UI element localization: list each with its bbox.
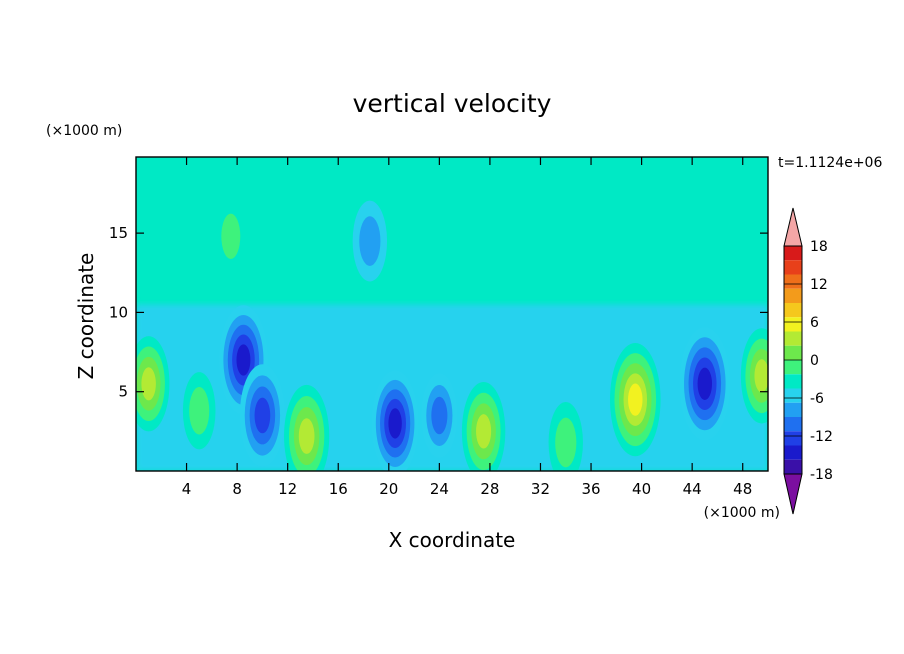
field-cell-downdraft [352,200,388,282]
colorbar-tick-label: -6 [810,391,824,407]
colorbar-swatch [784,303,802,318]
colorbar-tick-label: 18 [810,239,828,255]
field-contour [189,386,210,435]
y-tick-label: 15 [109,224,128,242]
field-contour [754,359,768,393]
field-contour [221,213,241,259]
x-axis-label: X coordinate [389,528,516,552]
colorbar-tick-label: -18 [810,467,833,483]
x-tick-label: 48 [733,480,752,498]
x-tick-label: 40 [632,480,651,498]
colorbar-tick-label: -12 [810,429,833,445]
colorbar-min-arrow [783,473,803,515]
time-label: t=1.1124e+06 [778,155,882,171]
x-axis-unit: (×1000 m) [704,505,780,521]
x-tick-label: 44 [683,480,702,498]
chart-title: vertical velocity [353,89,552,118]
colorbar-swatch [784,374,802,389]
x-tick-label: 16 [329,480,348,498]
field-cell-updraft [215,199,247,274]
colorbar-max-arrow [783,207,803,247]
field-contour [697,367,713,400]
y-axis-label: Z coordinate [74,253,98,380]
y-tick-label: 10 [109,303,128,321]
colorbar-swatch [784,288,802,303]
colorbar-swatch [784,345,802,360]
x-tick-label: 12 [278,480,297,498]
field-cell-downdraft [421,373,458,458]
field-contour [254,397,271,434]
field-cell-updraft [136,336,170,432]
colorbar-swatch [784,402,802,417]
x-tick-label: 8 [232,480,242,498]
colorbar-swatch [784,360,802,375]
field-contour [388,408,402,439]
colorbar-swatch [784,445,802,460]
field-contour [431,396,448,435]
field-contour [141,367,156,401]
field-cell-downdraft [239,364,285,467]
field-cell-updraft [548,402,583,471]
y-tick-label: 5 [118,383,128,401]
field-contour [298,418,315,454]
field-cell-updraft [461,381,506,471]
colorbar-swatch [784,246,802,261]
colorbar-swatch [784,260,802,275]
field-cell-downdraft [679,327,731,441]
colorbar-swatch [784,274,802,289]
field-cell-updraft [182,372,216,450]
colorbar-tick-label: 0 [810,353,819,369]
field-cell-updraft [609,343,661,457]
field-cell-updraft [740,328,768,424]
colorbar: 18 12 6 0 -6 -12 -18 [783,207,833,515]
field-contour [359,216,381,266]
colorbar-tick-label: 6 [810,315,819,331]
colorbar-swatch [784,459,802,474]
field-cell-updraft [284,384,330,471]
field-contour [476,414,492,449]
x-tick-label: 4 [182,480,192,498]
colorbar-tick-label: 12 [810,277,828,293]
x-tick-label: 20 [379,480,398,498]
field-contour [236,344,251,376]
velocity-field [136,157,768,471]
y-axis-unit: (×1000 m) [46,123,122,139]
field-contour [555,417,577,468]
colorbar-swatch [784,417,802,432]
colorbar-swatch [784,431,802,446]
x-tick-label: 28 [480,480,499,498]
field-contour [628,383,643,416]
x-tick-label: 36 [581,480,600,498]
colorbar-swatch [784,388,802,403]
field-cell-downdraft [371,370,419,471]
x-tick-label: 24 [430,480,449,498]
x-tick-label: 32 [531,480,550,498]
colorbar-swatch [784,331,802,346]
colorbar-swatch [784,317,802,332]
plot-frame [135,156,769,472]
